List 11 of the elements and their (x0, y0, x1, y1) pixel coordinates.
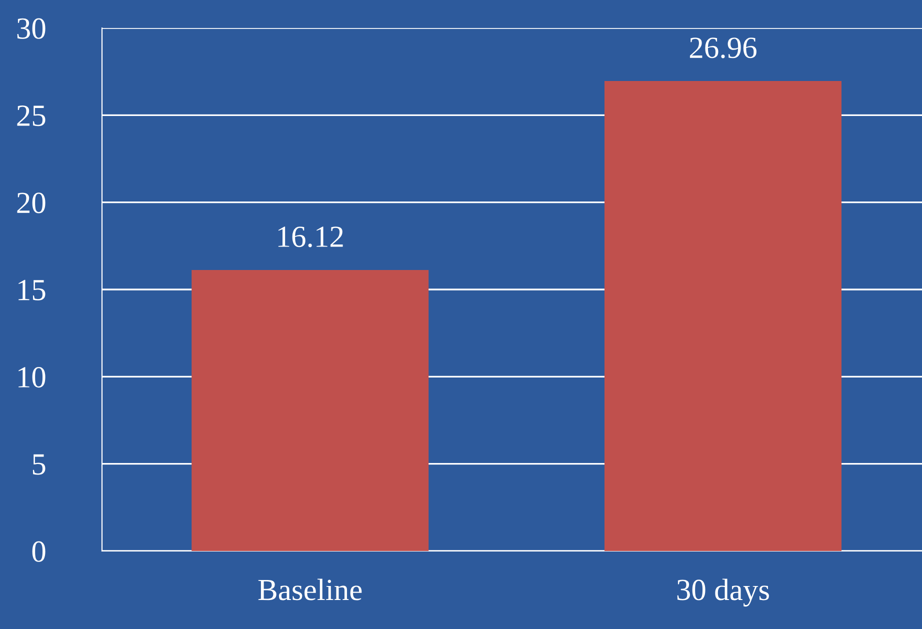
y-tick-label: 20 (17, 192, 46, 214)
data-label: 26.96 (690, 38, 756, 58)
y-tick-label: 25 (17, 106, 46, 126)
x-tick-label: 30 days (677, 578, 769, 607)
x-tick-label: Baseline (258, 578, 362, 600)
y-tick-label: 10 (18, 366, 46, 388)
data-label: 16.12 (278, 226, 343, 248)
y-tick-label: 0 (32, 541, 46, 562)
y-tick-label: 15 (18, 280, 46, 300)
y-tick-label: 5 (32, 454, 46, 475)
y-tick-label: 30 (17, 18, 46, 39)
